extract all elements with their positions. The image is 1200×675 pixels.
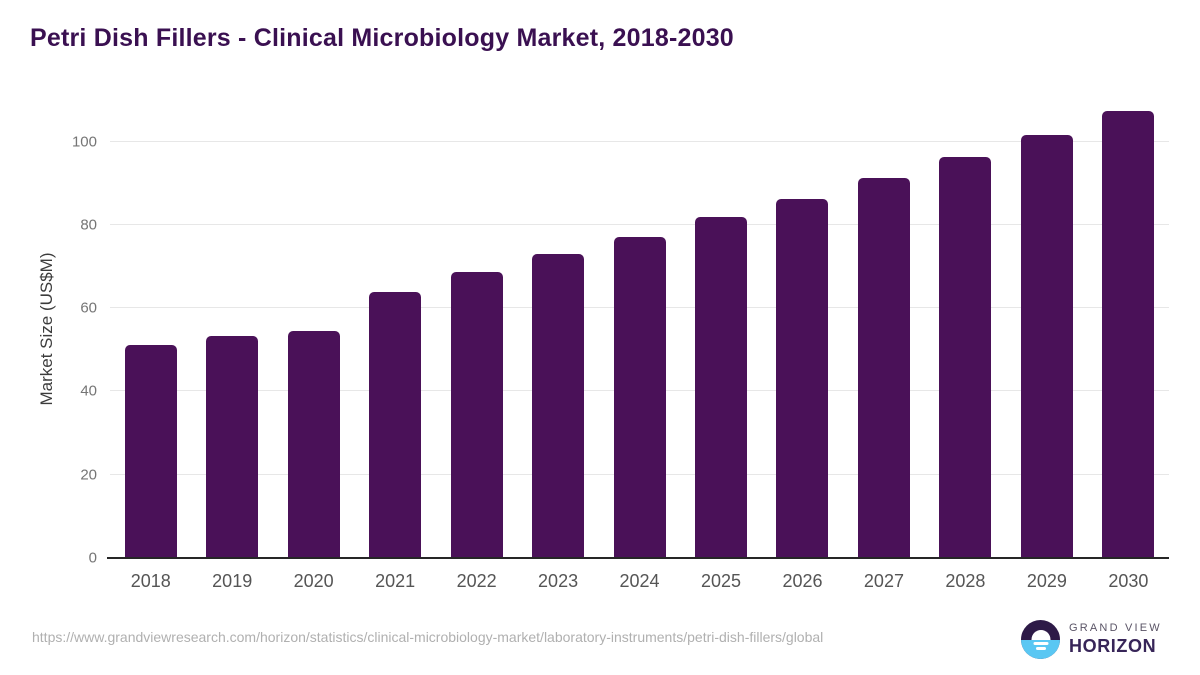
x-tick-label: 2025 bbox=[700, 571, 742, 591]
gridline bbox=[110, 223, 1169, 225]
bar-2025 bbox=[695, 217, 748, 558]
x-axis-labels: 2018 2019 2020 2021 2022 2023 2024 2025 2026 2027… bbox=[110, 571, 1169, 592]
logo-reflection-line-1 bbox=[1033, 642, 1048, 645]
y-tick-label: 20 bbox=[80, 466, 97, 484]
brand-name-top: GRAND VIEW bbox=[1069, 622, 1162, 634]
x-tick-label: 2027 bbox=[863, 571, 904, 591]
brand-name-bottom: HORIZON bbox=[1069, 636, 1157, 656]
logo-reflection-line-2 bbox=[1035, 647, 1046, 650]
bar-2023 bbox=[532, 254, 585, 558]
y-tick-label: 80 bbox=[80, 216, 97, 234]
x-tick-label: 2023 bbox=[538, 571, 579, 591]
bar-slot bbox=[110, 100, 191, 558]
y-tick-label: 40 bbox=[80, 382, 97, 400]
bar-slot bbox=[517, 100, 598, 558]
bar-slot bbox=[354, 100, 435, 558]
bar-2021 bbox=[369, 291, 422, 558]
y-tick-label: 60 bbox=[80, 299, 97, 317]
bar-2026 bbox=[776, 198, 829, 558]
y-tick-label: 100 bbox=[71, 133, 97, 151]
bar-slot bbox=[680, 100, 761, 558]
bar-2018 bbox=[124, 344, 177, 558]
x-tick-label: 2019 bbox=[212, 571, 253, 591]
x-tick-label: 2028 bbox=[945, 571, 986, 591]
bar-2027 bbox=[857, 177, 910, 558]
chart-title: Petri Dish Fillers - Clinical Microbiolo… bbox=[30, 24, 734, 52]
bar-slot bbox=[273, 100, 354, 558]
horizon-sun-logo-icon bbox=[1021, 620, 1060, 659]
x-tick-label: 2018 bbox=[130, 571, 171, 591]
x-tick-label: 2021 bbox=[375, 571, 416, 591]
bar-2030 bbox=[1102, 110, 1155, 558]
x-tick-label: 2026 bbox=[782, 571, 823, 591]
bar-slot bbox=[843, 100, 924, 558]
bar-2019 bbox=[206, 335, 259, 558]
gridline bbox=[110, 140, 1169, 142]
bar-2028 bbox=[939, 157, 992, 558]
bar-slot bbox=[1088, 100, 1169, 558]
x-tick-label: 2020 bbox=[293, 571, 334, 591]
brand-logo-text: GRAND VIEW HORIZON bbox=[1069, 622, 1162, 657]
source-url: https://www.grandviewresearch.com/horizo… bbox=[32, 629, 824, 645]
y-axis-title: Market Size (US$M) bbox=[37, 252, 56, 406]
bar-slot bbox=[191, 100, 272, 558]
plot-area: 0 20 40 60 80 100 bbox=[72, 100, 1169, 567]
x-tick-label: 2024 bbox=[619, 571, 660, 591]
bar-slot bbox=[599, 100, 680, 558]
y-tick-label: 0 bbox=[88, 549, 97, 567]
x-tick-label: 2022 bbox=[456, 571, 497, 591]
bar-2024 bbox=[613, 236, 666, 558]
bar-2029 bbox=[1020, 134, 1073, 558]
bar-slot bbox=[925, 100, 1006, 558]
x-tick-label: 2029 bbox=[1026, 571, 1067, 591]
bar-2020 bbox=[287, 330, 340, 558]
bar-slot bbox=[436, 100, 517, 558]
bar-slot bbox=[762, 100, 843, 558]
bar-series bbox=[110, 100, 1169, 558]
x-tick-label: 2030 bbox=[1108, 571, 1149, 591]
brand-logo: GRAND VIEW HORIZON bbox=[1021, 620, 1162, 659]
x-axis-line bbox=[107, 557, 1169, 559]
logo-sun-dome bbox=[1031, 629, 1050, 640]
bar-2022 bbox=[450, 271, 503, 558]
bar-slot bbox=[1006, 100, 1087, 558]
